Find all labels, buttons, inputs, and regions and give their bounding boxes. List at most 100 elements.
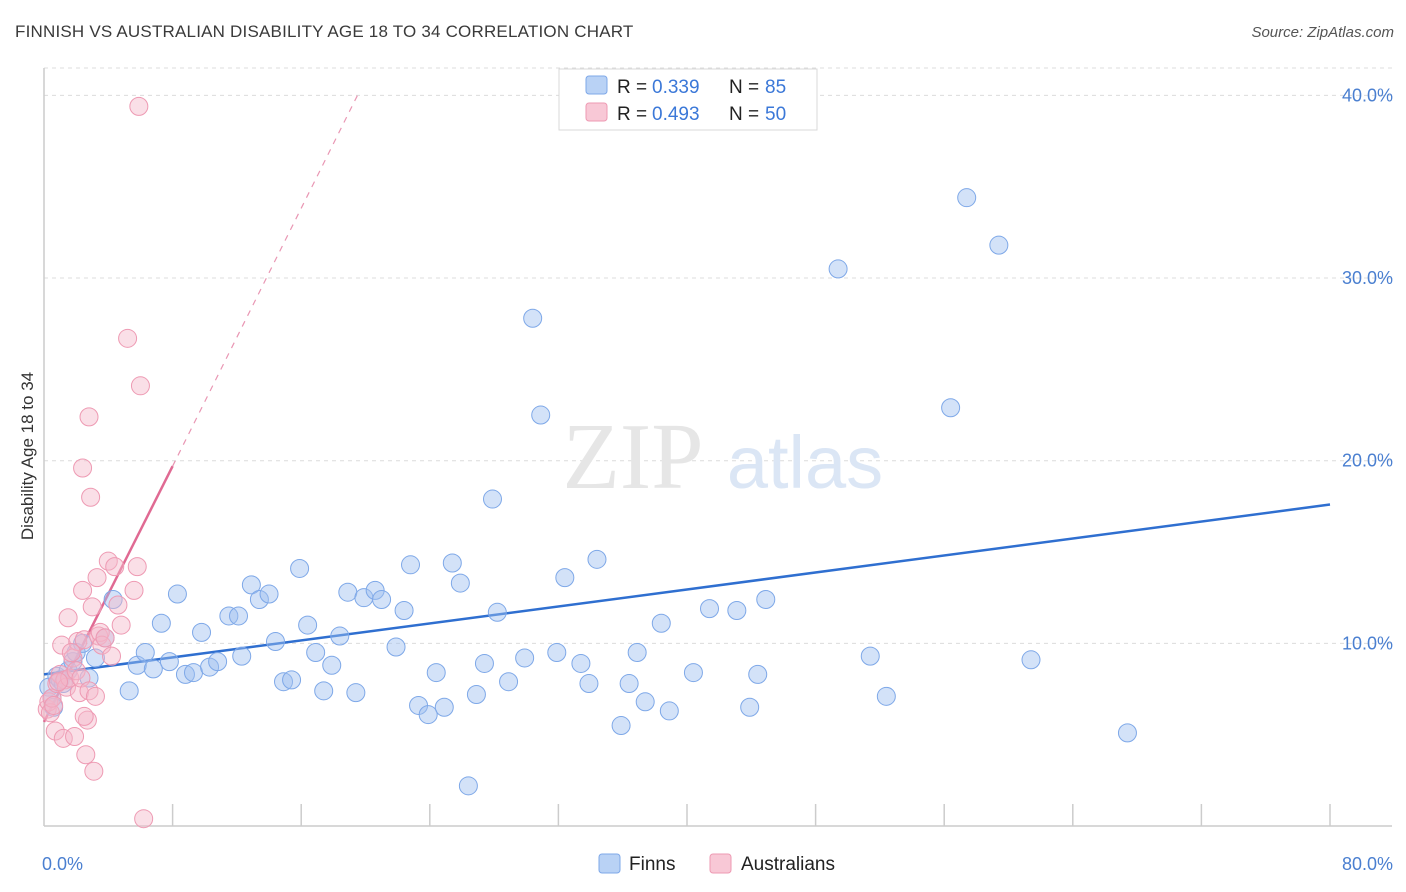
finns-point-11	[85, 648, 105, 668]
finns-point-52	[434, 697, 454, 717]
finns-point-27	[229, 606, 249, 626]
finns-point-19	[159, 652, 179, 672]
australians-point-21	[74, 630, 94, 650]
finns-point-68	[587, 549, 607, 569]
australians-point-32	[95, 628, 115, 648]
australians-point-26	[84, 761, 104, 781]
series-legend: Finns Australians	[598, 853, 835, 875]
legend-r-label-australians: R =	[617, 104, 647, 125]
finns-point-78	[740, 697, 760, 717]
legend-r-finns: 0.339	[652, 77, 700, 98]
data-points	[37, 96, 1137, 829]
australians-point-25	[82, 597, 102, 617]
finns-point-29	[241, 575, 261, 595]
australians-point-20	[73, 580, 93, 600]
finns-point-55	[458, 776, 478, 796]
legend-r-label-finns: R =	[617, 77, 647, 98]
watermark-zip: ZIP	[563, 405, 704, 509]
finns-point-69	[611, 716, 631, 736]
finns-point-28	[232, 646, 252, 666]
finns-point-59	[487, 602, 507, 622]
finns-point-40	[330, 626, 350, 646]
finns-trend-line	[43, 503, 1331, 676]
finns-point-88	[1117, 723, 1137, 743]
legend-swatch-australians	[585, 102, 608, 122]
finns-point-58	[482, 489, 502, 509]
finns-point-32	[265, 632, 285, 652]
legend-swatch-finns	[585, 75, 608, 95]
finns-point-60	[499, 672, 519, 692]
finns-point-57	[474, 653, 494, 673]
finns-point-14	[119, 681, 139, 701]
finns-point-30	[249, 590, 269, 610]
finns-point-41	[338, 582, 358, 602]
finns-point-67	[579, 674, 599, 694]
australians-point-37	[111, 615, 131, 635]
australians-point-35	[105, 557, 125, 577]
australians-point-47	[61, 642, 81, 662]
y-axis-label: Disability Age 18 to 34	[18, 372, 37, 540]
australians-point-42	[134, 809, 154, 829]
watermark-atlas: atlas	[727, 421, 883, 504]
axes	[43, 68, 1392, 827]
chart-title: FINNISH VS AUSTRALIAN DISABILITY AGE 18 …	[15, 22, 634, 41]
finns-point-16	[135, 642, 155, 662]
australians-point-45	[73, 458, 93, 478]
finns-point-61	[515, 648, 535, 668]
australians-point-38	[118, 328, 138, 348]
stats-legend: R = 0.339 N = 85 R = 0.493 N = 50	[558, 68, 818, 131]
y-tick-label-3: 40.0%	[1342, 85, 1393, 105]
finns-point-35	[290, 558, 310, 578]
y-tick-label-1: 20.0%	[1342, 451, 1393, 471]
australians-point-46	[81, 487, 101, 507]
finns-point-64	[547, 642, 567, 662]
australians-trend-extension	[172, 95, 358, 467]
australians-point-41	[130, 376, 150, 396]
finns-point-20	[167, 584, 187, 604]
legend-n-australians: 50	[765, 104, 786, 125]
finns-point-84	[941, 398, 961, 418]
finns-point-18	[151, 613, 171, 633]
watermark: ZIP atlas	[563, 405, 884, 509]
finns-point-73	[651, 613, 671, 633]
legend-n-finns: 85	[765, 77, 786, 98]
finns-point-33	[274, 672, 294, 692]
australians-point-33	[98, 551, 118, 571]
y-tick-label-0: 10.0%	[1342, 633, 1393, 653]
australians-point-34	[102, 646, 122, 666]
bottom-legend-finns: Finns	[629, 854, 675, 875]
finns-point-26	[219, 606, 239, 626]
australians-point-48	[48, 672, 68, 692]
finns-point-45	[372, 590, 392, 610]
finns-point-65	[555, 568, 575, 588]
legend-n-label-australians: N =	[729, 104, 759, 125]
finns-point-53	[442, 553, 462, 573]
australians-point-22	[76, 745, 96, 765]
australians-point-27	[85, 686, 105, 706]
finns-point-21	[175, 664, 195, 684]
finns-point-36	[298, 615, 318, 635]
australians-point-43	[129, 96, 149, 116]
finns-point-82	[860, 646, 880, 666]
tick-labels: 10.0% 20.0% 30.0% 40.0% 0.0% 80.0%	[42, 85, 1393, 874]
finns-point-48	[401, 555, 421, 575]
australians-point-8	[52, 635, 72, 655]
australians-point-15	[65, 727, 85, 747]
bottom-legend-swatch-finns	[598, 853, 621, 874]
australians-point-17	[68, 632, 88, 652]
finns-point-79	[748, 664, 768, 684]
finns-point-75	[683, 663, 703, 683]
finns-point-42	[346, 683, 366, 703]
bottom-legend-australians: Australians	[741, 854, 835, 875]
finns-point-62	[523, 308, 543, 328]
finns-point-70	[619, 674, 639, 694]
finns-point-47	[394, 600, 414, 620]
x-tick-label-0: 0.0%	[42, 854, 83, 874]
australians-point-18	[69, 683, 89, 703]
finns-point-17	[143, 659, 163, 679]
finns-point-37	[306, 642, 326, 662]
finns-point-76	[700, 599, 720, 619]
y-tick-label-2: 30.0%	[1342, 268, 1393, 288]
finns-point-31	[259, 584, 279, 604]
